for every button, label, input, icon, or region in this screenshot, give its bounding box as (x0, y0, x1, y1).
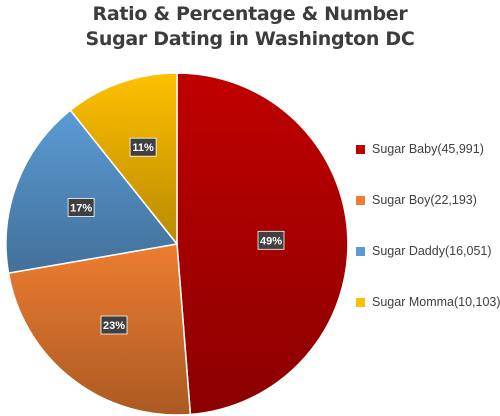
legend-swatch-sugar-daddy (356, 246, 365, 256)
percent-label-box-sugar-daddy (67, 198, 95, 217)
pie-slice-sugar-boy (7, 243, 192, 416)
legend-label-sugar-boy: Sugar Boy(22,193) (372, 193, 477, 207)
percent-label-text-sugar-baby: 49% (260, 235, 282, 247)
legend-item-sugar-momma: Sugar Momma(10,103) (356, 292, 500, 312)
percent-label-text-sugar-boy: 23% (103, 320, 125, 332)
percent-labels: 49% 23% 17% 11% (67, 137, 285, 335)
legend-item-sugar-boy: Sugar Boy(22,193) (356, 190, 500, 210)
percent-label-sugar-boy: 23% (100, 315, 128, 335)
chart-title: Ratio & Percentage & Number Sugar Dating… (0, 2, 500, 52)
percent-label-box-sugar-momma (129, 137, 157, 157)
legend-item-sugar-daddy: Sugar Daddy(16,051) (356, 241, 500, 261)
chart-title-line-2: Sugar Dating in Washington DC (85, 28, 415, 50)
percent-label-sugar-momma: 11% (129, 137, 157, 157)
percent-label-text-sugar-momma: 11% (132, 142, 154, 154)
percent-label-sugar-baby: 49% (257, 230, 285, 250)
pie-slice-sugar-daddy (5, 109, 179, 274)
legend-item-sugar-baby: Sugar Baby(45,991) (356, 139, 500, 159)
legend-swatch-sugar-baby (356, 144, 365, 154)
percent-label-box-sugar-boy (100, 315, 128, 335)
legend-swatch-sugar-momma (356, 297, 365, 307)
chart-title-line-1: Ratio & Percentage & Number (92, 3, 408, 25)
chart-legend: Sugar Baby(45,991) Sugar Boy(22,193) Sug… (356, 139, 500, 343)
legend-swatch-sugar-boy (356, 195, 365, 205)
percent-label-text-sugar-daddy: 17% (70, 203, 92, 215)
pie-slice-sugar-momma (69, 72, 178, 247)
percent-label-sugar-daddy: 17% (67, 198, 95, 217)
percent-label-box-sugar-baby (257, 230, 285, 250)
legend-label-sugar-daddy: Sugar Daddy(16,051) (372, 244, 492, 258)
legend-label-sugar-momma: Sugar Momma(10,103) (372, 295, 500, 309)
pie-slices (5, 72, 349, 416)
legend-label-sugar-baby: Sugar Baby(45,991) (372, 142, 484, 156)
